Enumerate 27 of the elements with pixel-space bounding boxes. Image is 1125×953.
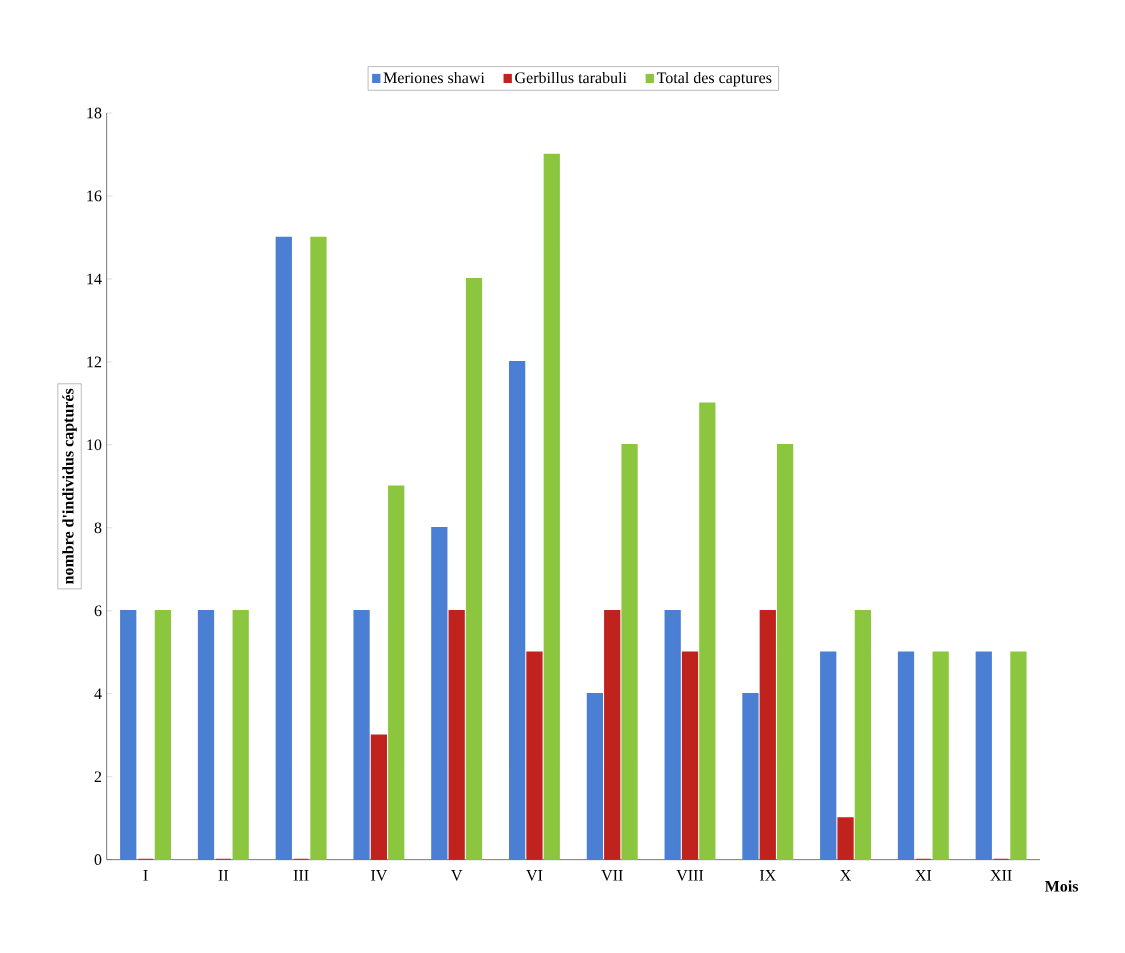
y-tick-label: 16 [87, 190, 102, 202]
y-tick-label: 6 [94, 605, 102, 617]
x-tick-label: IX [759, 870, 776, 881]
x-tick-label: II [218, 870, 229, 881]
y-tick-label: 12 [87, 356, 102, 368]
x-tick-label: XII [990, 870, 1012, 881]
legend-label: Total des captures [656, 71, 772, 87]
legend-label: Gerbillus tarabuli [515, 71, 627, 84]
legend-label: Meriones shawi [383, 71, 485, 84]
x-tick-label: XI [915, 870, 932, 881]
x-tick-label: VI [526, 870, 543, 881]
x-tick-label: VIII [676, 870, 704, 881]
y-tick-label: 14 [87, 273, 102, 285]
y-tick-label: 18 [87, 107, 102, 119]
x-tick-label: I [143, 870, 148, 881]
y-tick-label: 0 [94, 854, 102, 866]
x-axis-title: Mois [1044, 880, 1079, 892]
y-tick-label: 8 [94, 522, 102, 534]
x-tick-label: IV [371, 870, 388, 881]
x-tick-label: V [451, 870, 463, 881]
y-tick-label: 4 [94, 688, 102, 699]
x-tick-label: X [840, 870, 852, 881]
x-tick-label: III [293, 870, 309, 881]
y-tick-label: 2 [94, 771, 102, 782]
x-tick-label: VII [601, 870, 623, 881]
y-tick-label: 10 [87, 439, 102, 451]
y-axis-title: nombre d'individus capturés [62, 388, 77, 584]
